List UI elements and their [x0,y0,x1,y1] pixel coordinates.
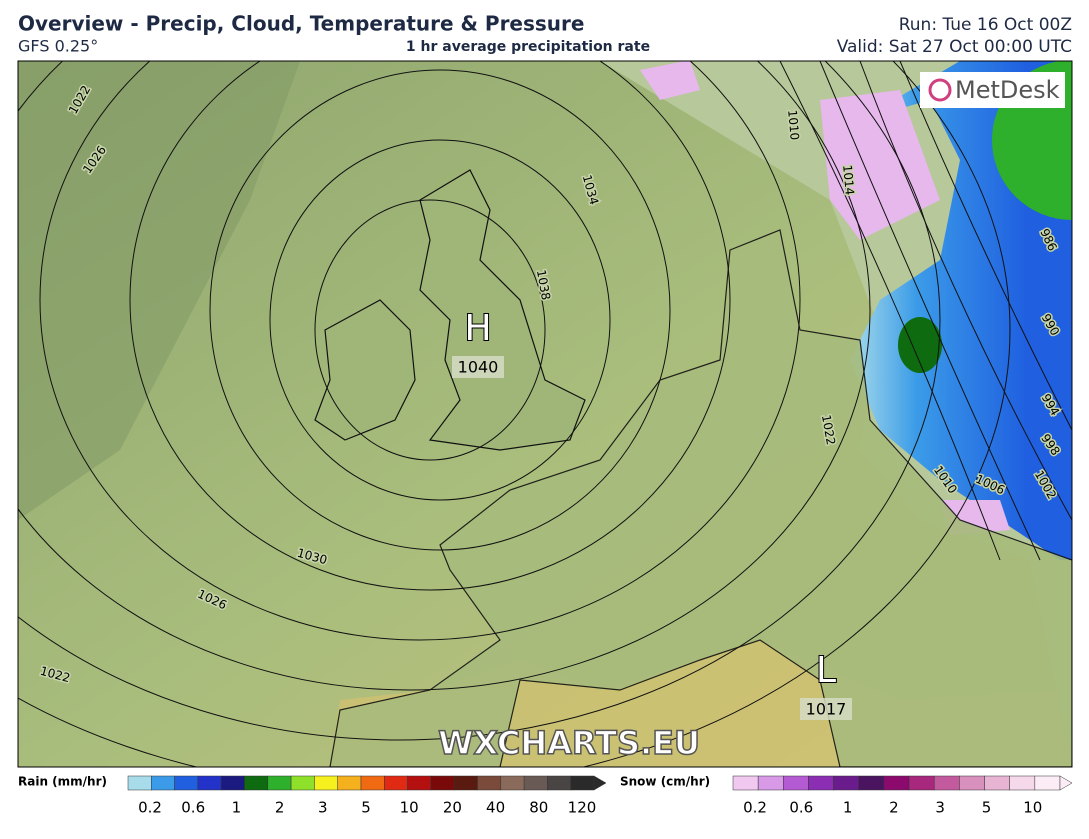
map-frame [17,60,1073,768]
snow-area [640,61,1010,535]
rain-legend-title: Rain (mm/hr) [18,775,107,789]
rain-tick-label: 5 [361,799,371,817]
snow-swatch [783,775,809,791]
rain-swatch [453,775,478,791]
isobars [18,61,1072,767]
snow-tick-label: 2 [889,799,899,817]
rain-tick-label: 0.2 [138,799,162,817]
rain-tick-label: 2 [275,799,285,817]
snow-swatch [959,775,985,791]
rain-swatch [477,775,502,791]
rain-swatch [220,775,245,791]
snow-swatch [1009,775,1036,791]
rain-tick-label: 80 [529,799,548,817]
rain-swatch [360,775,385,791]
snow-swatch [1034,775,1061,791]
pressure-symbol: L [816,650,836,691]
pressure-value: 1040 [458,358,499,377]
isobar-label: 1014 [840,164,857,196]
rain-tick-label: 3 [318,799,328,817]
rain-swatch [151,775,175,791]
snow-tick-label: 5 [982,799,992,817]
model: GFS 0.25° [18,37,98,56]
rain-tick-label: 0.6 [181,799,205,817]
rain-swatch [500,775,525,791]
snow-tick-label: 0.6 [789,799,813,817]
snow-swatch [908,775,935,791]
rain-swatch [570,775,595,791]
rain-swatch [337,775,362,791]
continent [329,229,1072,767]
rain-tick-label: 120 [568,799,597,817]
snow-swatch [833,775,860,791]
snow-tick-label: 3 [935,799,945,817]
rain-swatch [384,775,408,791]
isobar-label: 1010 [785,109,802,141]
rain-swatch [314,775,338,791]
snow-swatch [732,775,759,791]
valid-time: Valid: Sat 27 Oct 00:00 UTC [837,37,1072,57]
snow-tick-label: 0.2 [743,799,767,817]
snow-swatch [757,775,784,791]
britain [419,169,586,451]
title: Overview - Precip, Cloud, Temperature & … [18,12,584,36]
rain-arrow [593,775,607,791]
rain-tick-label: 1 [232,799,242,817]
rain-swatch [430,775,455,791]
isobar-label: 1038 [534,269,553,302]
subtitle: 1 hr average precipitation rate [406,39,650,55]
snow-swatch [808,775,834,791]
rain-swatch [523,775,548,791]
rain-swatch [290,775,315,791]
logo-icon [928,78,952,102]
run-time: Run: Tue 16 Oct 00Z [899,15,1072,35]
rain-swatch [547,775,571,791]
snow-legend-title: Snow (cm/hr) [620,775,710,789]
heavy-rain-cell [898,317,942,373]
rain-swatch [267,775,292,791]
rain-swatch [127,775,152,791]
cloud-shade [18,61,300,520]
pressure-box [800,698,852,720]
rain-swatch [244,775,269,791]
rain-tick-label: 40 [486,799,505,817]
pressure-value: 1017 [806,700,847,719]
isobar-label: 1022 [819,414,838,447]
snow-swatch [858,775,885,791]
pressure-box [452,356,504,378]
rain-tick-label: 20 [443,799,462,817]
snow-swatch [984,775,1010,791]
logo-box [920,72,1065,108]
rain-swatch [197,775,222,791]
snow-arrow [1059,775,1073,791]
snow-swatch [883,775,910,791]
watermark: WXCHARTS.EU [438,724,700,762]
rain-swatch [407,775,432,791]
ireland [314,299,416,441]
pressure-symbol: H [464,308,491,349]
snow-tick-label: 1 [843,799,853,817]
snow-tick-label: 10 [1023,799,1042,817]
rain-swatch [174,775,199,791]
snow-swatch [933,775,960,791]
logo: MetDesk [955,76,1060,104]
rain-tick-label: 10 [400,799,419,817]
